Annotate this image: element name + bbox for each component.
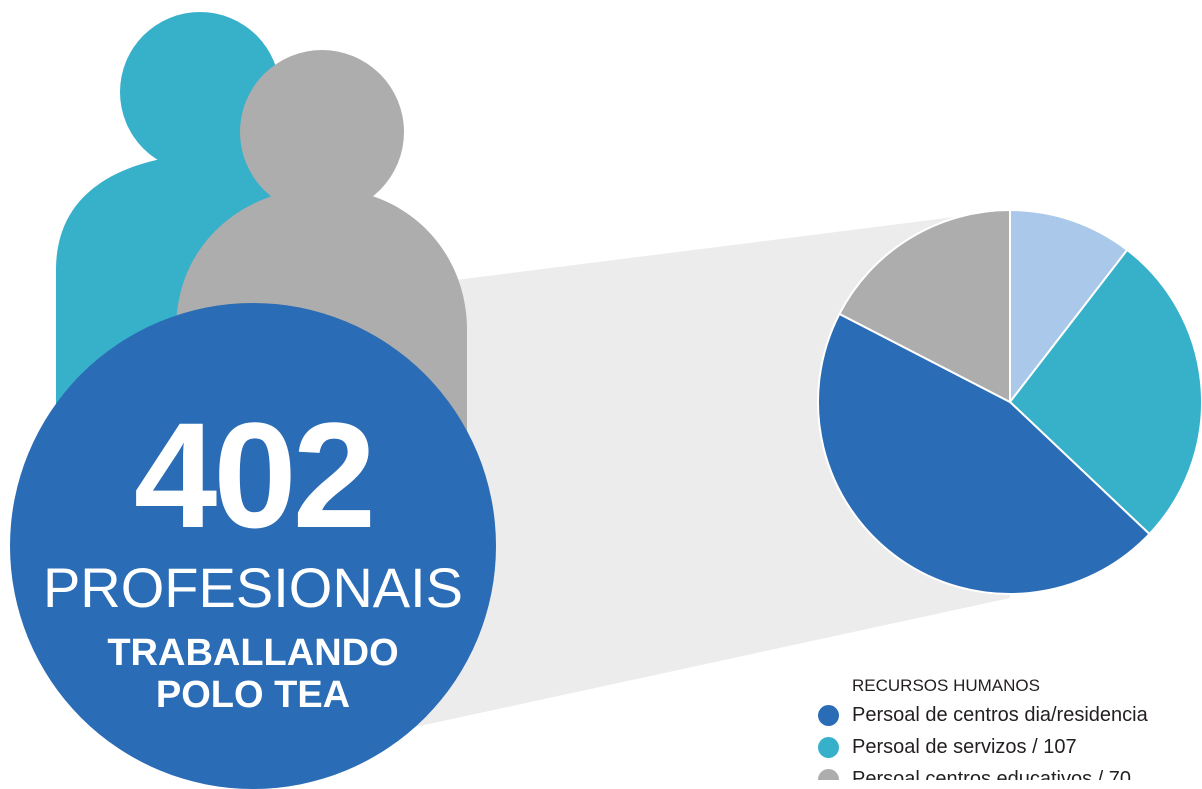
legend-dot [818, 769, 839, 780]
pie-slice [1009, 208, 1129, 405]
legend-item: Persoal centros educativos / 70 [812, 762, 1202, 780]
legend-item: Persoal de centros dia/residencia [812, 698, 1202, 730]
legend-label: Persoal de servizos / 107 [852, 736, 1077, 758]
legend-item: Persoal de servizos / 107 [812, 730, 1202, 762]
legend-title: RECURSOS HUMANOS [852, 676, 1040, 695]
subtitle-line-2: POLO TEA [155, 674, 351, 716]
subtitle-line-1: TRABALLANDO [107, 632, 399, 674]
pie-slice [816, 312, 1151, 595]
legend-dot [818, 737, 839, 758]
chart-legend: RECURSOS HUMANOS Persoal de centros dia/… [812, 674, 1202, 780]
pie-chart [816, 208, 1202, 595]
headline-circle [10, 303, 496, 789]
legend-label: Persoal centros educativos / 70 [852, 768, 1132, 780]
legend-dot [818, 705, 839, 726]
pie-slice [838, 208, 1011, 404]
legend-label: Persoal de centros dia/residencia [852, 704, 1148, 726]
professionals-label: PROFESIONAIS [42, 556, 464, 619]
pie-slice [1008, 248, 1202, 536]
total-count: 402 [133, 391, 376, 559]
